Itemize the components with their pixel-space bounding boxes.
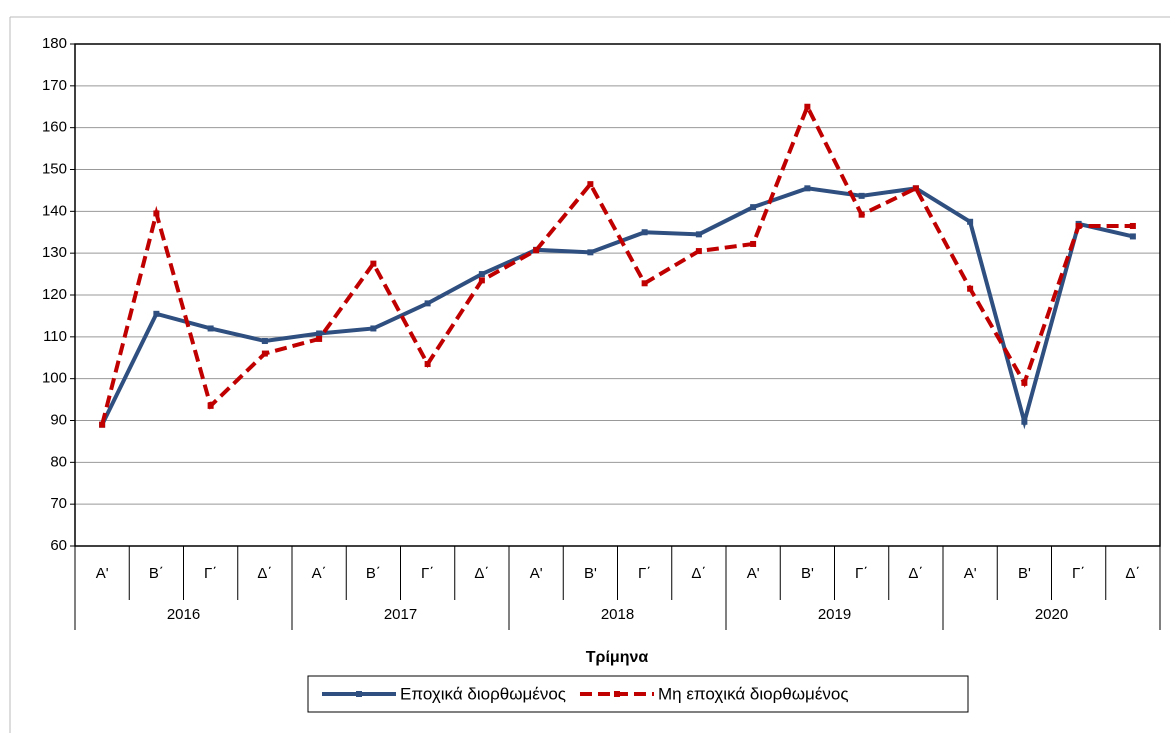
point-marker	[1075, 222, 1082, 229]
point-marker	[587, 249, 594, 256]
year-label: 2020	[1035, 606, 1068, 623]
point-marker	[858, 211, 865, 218]
point-marker	[316, 335, 323, 342]
point-marker	[99, 421, 106, 428]
point-marker	[912, 185, 919, 192]
point-marker	[641, 280, 648, 287]
x-tick-label: Α'	[964, 565, 977, 582]
y-tick-label: 90	[50, 411, 67, 428]
point-marker	[695, 248, 702, 255]
y-tick-label: 120	[42, 286, 67, 303]
point-marker	[750, 240, 757, 247]
point-marker	[153, 210, 160, 217]
point-marker	[695, 231, 702, 238]
x-tick-label: Δ΄	[691, 565, 706, 582]
x-tick-label: Δ΄	[908, 565, 923, 582]
x-tick-label: Γ΄	[421, 565, 434, 582]
point-marker	[207, 402, 214, 409]
x-tick-label: Γ΄	[1072, 565, 1085, 582]
legend-label: Εποχικά διορθωμένος	[400, 684, 566, 703]
x-tick-label: Γ΄	[855, 565, 868, 582]
point-marker	[261, 350, 268, 357]
x-tick-label: Δ΄	[257, 565, 272, 582]
series-line	[100, 101, 1133, 426]
y-tick-label: 70	[50, 495, 67, 512]
point-marker	[424, 300, 431, 307]
point-marker	[261, 338, 268, 345]
y-tick-label: 170	[42, 77, 67, 94]
year-label: 2019	[818, 606, 851, 623]
x-tick-label: A'	[96, 565, 109, 582]
point-marker	[316, 330, 323, 337]
point-marker	[207, 325, 214, 332]
point-marker	[370, 260, 377, 267]
point-marker	[533, 247, 540, 254]
legend-marker	[613, 691, 620, 697]
x-tick-label: Β΄	[366, 565, 381, 582]
y-tick-label: 80	[50, 453, 67, 470]
year-label: 2018	[601, 606, 634, 623]
year-label: 2017	[384, 606, 417, 623]
x-tick-label: Δ΄	[1125, 565, 1140, 582]
x-tick-label: Α΄	[312, 565, 327, 582]
y-tick-label: 160	[42, 119, 67, 136]
point-marker	[424, 361, 431, 368]
point-marker	[153, 310, 160, 317]
y-tick-label: 130	[42, 244, 67, 261]
y-tick-label: 100	[42, 370, 67, 387]
x-tick-label: Β'	[584, 565, 597, 582]
y-tick-label: 150	[42, 160, 67, 177]
legend-box	[307, 675, 969, 713]
y-tick-label: 110	[43, 328, 67, 345]
y-tick-label: 180	[42, 35, 67, 52]
x-tick-label: Α'	[530, 565, 543, 582]
legend-label: Μη εποχικά διορθωμένος	[658, 684, 849, 703]
x-axis-title: Τρίμηνα	[586, 649, 649, 666]
legend-marker	[356, 691, 362, 697]
point-marker	[478, 271, 485, 278]
point-marker	[750, 204, 757, 211]
year-label: 2016	[167, 606, 200, 623]
point-marker	[641, 229, 648, 236]
point-marker	[804, 185, 811, 192]
point-marker	[1021, 379, 1028, 386]
series-line	[100, 186, 1134, 430]
point-marker	[804, 103, 811, 110]
point-marker	[370, 325, 377, 332]
x-tick-label: Γ΄	[204, 565, 217, 582]
x-tick-label: Β'	[1018, 565, 1031, 582]
point-marker	[967, 218, 974, 225]
point-marker	[1021, 418, 1028, 425]
point-marker	[1129, 222, 1136, 229]
y-tick-label: 140	[42, 202, 67, 219]
point-marker	[858, 192, 865, 199]
x-tick-label: Δ΄	[474, 565, 489, 582]
y-tick-label: 60	[50, 537, 67, 554]
x-tick-label: Α'	[747, 565, 760, 582]
x-tick-label: Γ΄	[638, 565, 651, 582]
point-marker	[478, 277, 485, 284]
point-marker	[1129, 233, 1136, 240]
point-marker	[587, 181, 594, 188]
point-marker	[967, 285, 974, 292]
x-tick-label: Β'	[801, 565, 814, 582]
x-tick-label: Β΄	[149, 565, 164, 582]
